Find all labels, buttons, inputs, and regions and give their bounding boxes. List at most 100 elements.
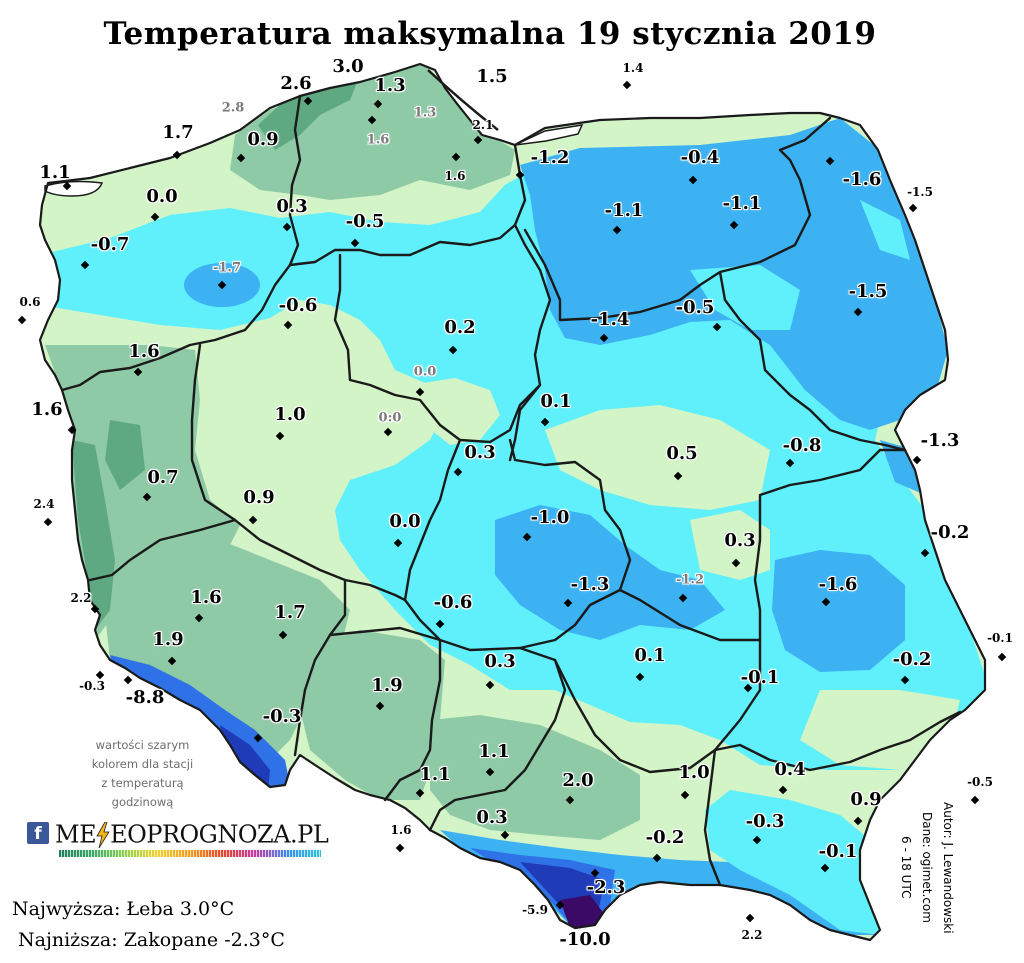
legend-note: wartości szarym kolorem dla stacji z tem… bbox=[70, 736, 215, 812]
station-temperature: -1.3 bbox=[570, 574, 610, 595]
station-temperature: 1.5 bbox=[476, 66, 508, 87]
station-temperature: -1.5 bbox=[848, 281, 888, 302]
station-temperature: -1.0 bbox=[530, 507, 570, 528]
station-temperature: 1.7 bbox=[274, 602, 306, 623]
legend-note-line: godzinową bbox=[111, 795, 174, 809]
station-temperature: -1.2 bbox=[530, 147, 570, 168]
max-temperature-summary: Najwyższa: Łeba 3.0°C bbox=[12, 898, 235, 920]
station-temperature: 0.9 bbox=[243, 487, 275, 508]
station-temperature: 2.1 bbox=[472, 118, 494, 132]
station-temperature: 2.0 bbox=[562, 770, 594, 791]
station-temperature: 1.4 bbox=[622, 61, 644, 75]
station-temperature: 1.6 bbox=[390, 823, 412, 837]
lightning-icon bbox=[96, 821, 110, 848]
station-temperature: -0.5 bbox=[675, 297, 715, 318]
station-temperature: 1.1 bbox=[39, 162, 71, 183]
station-temperature: -0.1 bbox=[987, 631, 1013, 645]
station-temperature: -5.9 bbox=[522, 903, 548, 917]
station-temperature: 1.3 bbox=[374, 75, 406, 96]
station-temperature: 2.4 bbox=[33, 497, 55, 511]
legend-note-line: kolorem dla stacji bbox=[91, 757, 194, 771]
station-temperature: 0.0 bbox=[146, 186, 178, 207]
station-temperature: 1.1 bbox=[478, 741, 510, 762]
station-temperature: 2.2 bbox=[70, 591, 92, 605]
station-temperature: -1.1 bbox=[604, 200, 644, 221]
station-temperature: 1.6 bbox=[366, 132, 390, 148]
station-temperature: 0.4 bbox=[774, 759, 806, 780]
station-temperature: 0.9 bbox=[247, 129, 279, 150]
station-temperature: 0.3 bbox=[724, 530, 756, 551]
station-temperature: 2.6 bbox=[280, 73, 312, 94]
station-temperature: -1.6 bbox=[842, 169, 882, 190]
station-temperature: -0.3 bbox=[745, 811, 785, 832]
station-temperature: 1.6 bbox=[190, 587, 222, 608]
station-temperature: 0.1 bbox=[540, 391, 572, 412]
logo-text-part2: EOPROGNOZA.PL bbox=[110, 820, 329, 849]
credit-data-source: Dane: ogimet.com bbox=[920, 812, 934, 923]
map-title: Temperatura maksymalna 19 stycznia 2019 bbox=[103, 16, 877, 52]
station-temperature: -0.1 bbox=[818, 841, 858, 862]
station-temperature: 0:0 bbox=[378, 410, 402, 426]
station-temperature: 1.6 bbox=[444, 169, 466, 183]
temperature-fill bbox=[40, 64, 985, 940]
credit-author: Autor: J. Lewandowski bbox=[941, 801, 955, 934]
min-temperature-summary: Najniższa: Zakopane -2.3°C bbox=[18, 929, 285, 951]
station-temperature: 1.9 bbox=[371, 675, 403, 696]
station-temperature: 3.0 bbox=[332, 56, 364, 77]
station-temperature: -0.4 bbox=[680, 147, 720, 168]
station-temperature: -1.6 bbox=[818, 574, 858, 595]
station-temperature: 0.9 bbox=[850, 789, 882, 810]
station-temperature: -0.3 bbox=[79, 679, 105, 693]
station-temperature: -0.8 bbox=[782, 435, 822, 456]
station-temperature: 0.3 bbox=[476, 807, 508, 828]
station-temperature: 1.0 bbox=[274, 404, 306, 425]
station-temperature: -10.0 bbox=[559, 929, 611, 950]
station-temperature: -0.1 bbox=[740, 667, 780, 688]
station-temperature: 1.1 bbox=[419, 764, 451, 785]
station-temperature: -0.3 bbox=[262, 706, 302, 727]
station-temperature: -1.3 bbox=[920, 430, 960, 451]
station-temperature: 2.8 bbox=[221, 100, 245, 116]
coastline bbox=[44, 69, 584, 197]
station-temperature: -1.5 bbox=[907, 185, 933, 199]
logo-color-strip bbox=[59, 850, 321, 857]
station-temperature: -0.7 bbox=[90, 234, 130, 255]
station-temperature: -1.7 bbox=[212, 260, 242, 276]
station-temperature: -1.2 bbox=[675, 572, 705, 588]
meteoprognoza-logo: f ME EOPROGNOZA.PL bbox=[25, 818, 335, 858]
station-temperature: 1.9 bbox=[152, 629, 184, 650]
station-temperature: 0.7 bbox=[147, 467, 179, 488]
station-temperature: -0.2 bbox=[930, 522, 970, 543]
station-temperature: 0.6 bbox=[19, 295, 41, 309]
station-temperature: -0.5 bbox=[345, 211, 385, 232]
legend-note-line: z temperaturą bbox=[101, 776, 184, 790]
station-temperature: 0.1 bbox=[634, 645, 666, 666]
station-temperature: -0.2 bbox=[645, 827, 685, 848]
facebook-icon: f bbox=[27, 822, 49, 844]
voivodeship-borders bbox=[60, 94, 962, 887]
station-temperature: 0.0 bbox=[389, 511, 421, 532]
station-temperature: 0.3 bbox=[464, 442, 496, 463]
station-temperature: 0.2 bbox=[444, 317, 476, 338]
legend-note-line: wartości szarym bbox=[95, 738, 190, 752]
station-temperature: -0.6 bbox=[278, 295, 318, 316]
station-temperature: 1.0 bbox=[678, 762, 710, 783]
credits: Autor: J. Lewandowski Dane: ogimet.com 6… bbox=[896, 785, 958, 950]
station-temperature: 0.3 bbox=[276, 196, 308, 217]
station-temperature: -2.3 bbox=[586, 877, 626, 898]
station-temperature: -0.5 bbox=[967, 775, 993, 789]
station-temperature: 0.5 bbox=[666, 443, 698, 464]
station-temperature: -1.1 bbox=[722, 193, 762, 214]
station-temperature: -0.6 bbox=[433, 592, 473, 613]
station-temperature: 0.0 bbox=[413, 364, 437, 380]
station-temperature: -8.8 bbox=[125, 687, 165, 708]
station-temperature: 1.6 bbox=[31, 399, 63, 420]
credit-time-range: 6 - 18 UTC bbox=[899, 836, 913, 899]
station-temperature: 2.2 bbox=[741, 928, 763, 942]
station-temperature: -0.2 bbox=[892, 649, 932, 670]
station-temperature: 1.7 bbox=[162, 122, 194, 143]
station-temperature: -1.4 bbox=[590, 309, 630, 330]
